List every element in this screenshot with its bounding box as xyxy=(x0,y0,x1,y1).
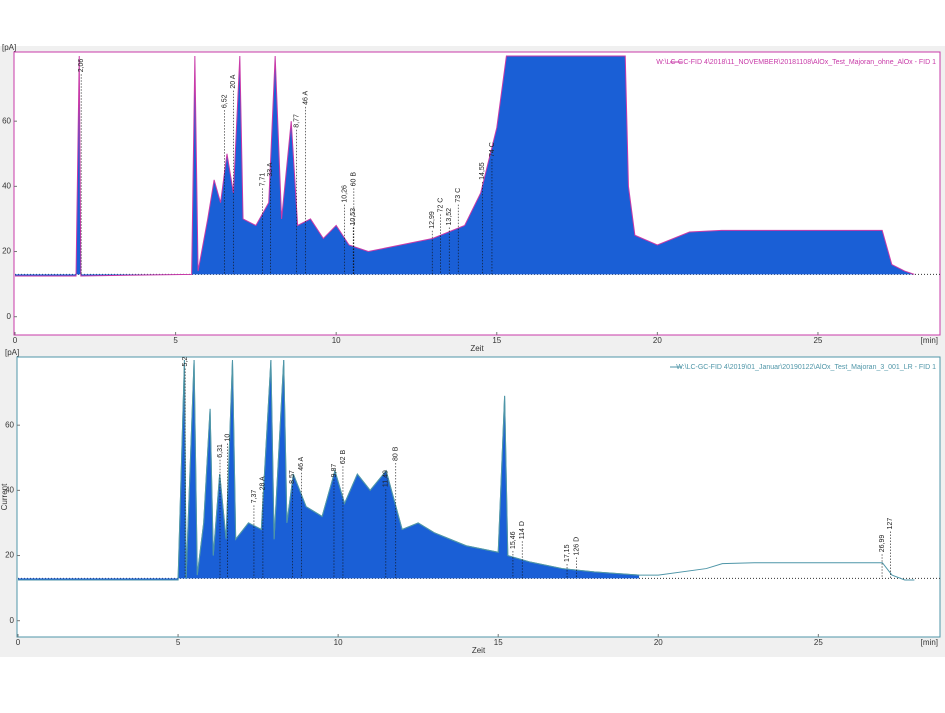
x-tick-label: 5 xyxy=(173,336,178,345)
x-tick-label: 25 xyxy=(813,336,822,345)
x-axis-label: Zeit xyxy=(470,344,484,353)
y-axis-label: Current xyxy=(0,483,9,510)
peak-label: 9,87 xyxy=(331,464,338,478)
peak-label: 14,55 xyxy=(479,162,486,180)
legend-text: W:\LC-GC-FID 4\2018\11_NOVEMBER\20181108… xyxy=(656,59,936,66)
y-tick-label: 40 xyxy=(2,181,11,190)
peak-label: 72 C xyxy=(437,198,444,213)
peak-label: 74 C xyxy=(489,142,496,157)
x-unit: [min] xyxy=(921,336,938,345)
peak-label: 2,06 xyxy=(78,59,85,73)
trace-line xyxy=(18,359,915,581)
x-tick-label: 20 xyxy=(653,336,662,345)
peak-label: 7,37 xyxy=(251,490,258,504)
peak-label: 20 A xyxy=(230,74,237,88)
peak-label: 10 xyxy=(225,434,232,442)
peak-label: 126 D xyxy=(573,537,580,556)
chart-panel xyxy=(16,356,941,638)
peak-label: 12,99 xyxy=(429,211,436,229)
x-tick-label: 0 xyxy=(13,336,18,345)
peak-label: 26,99 xyxy=(879,535,886,553)
area xyxy=(15,56,915,276)
x-tick-label: 15 xyxy=(492,336,501,345)
area xyxy=(18,360,640,580)
y-tick-label: 20 xyxy=(5,551,14,560)
peak-label: 11,49 xyxy=(383,470,390,487)
peak-label: 127 xyxy=(887,518,894,530)
y-tick-label: 0 xyxy=(7,312,12,321)
peak-label: 114 D xyxy=(519,521,526,539)
peak-label: 80 B xyxy=(393,446,400,461)
y-unit: [pA] xyxy=(2,43,16,52)
x-tick-label: 5 xyxy=(176,638,181,647)
peak-label: 6,52 xyxy=(221,94,228,108)
x-tick-label: 20 xyxy=(654,638,663,647)
peak-label: 62 B xyxy=(340,450,347,465)
peak-label: 60 B xyxy=(351,172,358,187)
peak-label: 15,46 xyxy=(510,531,517,549)
x-unit: [min] xyxy=(921,638,938,647)
y-tick-label: 60 xyxy=(2,116,11,125)
peak-label: 73 C xyxy=(455,188,462,203)
peak-label: 10,26 xyxy=(341,185,348,203)
x-tick-label: 25 xyxy=(814,638,823,647)
x-axis-label: Zeit xyxy=(472,646,486,655)
peak-label: 5,22 xyxy=(182,353,189,367)
chart-panel xyxy=(13,51,941,336)
x-tick-label: 10 xyxy=(334,638,343,647)
y-unit: [pA] xyxy=(5,348,19,357)
x-tick-label: 0 xyxy=(16,638,21,647)
peak-label: 46 A xyxy=(298,456,305,470)
x-tick-label: 15 xyxy=(494,638,503,647)
y-tick-label: 0 xyxy=(10,616,15,625)
x-tick-label: 10 xyxy=(332,336,341,345)
trace-line xyxy=(15,55,915,277)
peak-label: 8,77 xyxy=(294,114,301,128)
peak-label: 17,15 xyxy=(564,544,571,562)
peak-label: 8,57 xyxy=(289,470,296,484)
peak-label: 33 A xyxy=(267,162,274,176)
peak-label: 28 A xyxy=(260,476,267,490)
peak-label: 7,71 xyxy=(259,173,266,187)
peak-label: 46 A xyxy=(303,91,310,105)
y-tick-label: 40 xyxy=(5,485,14,494)
peak-label: 13,52 xyxy=(446,208,453,226)
y-tick-label: 60 xyxy=(5,420,14,429)
peak-label: 10,53 xyxy=(350,208,357,226)
y-tick-label: 20 xyxy=(2,247,11,256)
legend-text: W:\LC-GC-FID 4\2019\01_Januar\20190122\A… xyxy=(676,364,936,371)
peak-label: 6,31 xyxy=(217,444,224,458)
